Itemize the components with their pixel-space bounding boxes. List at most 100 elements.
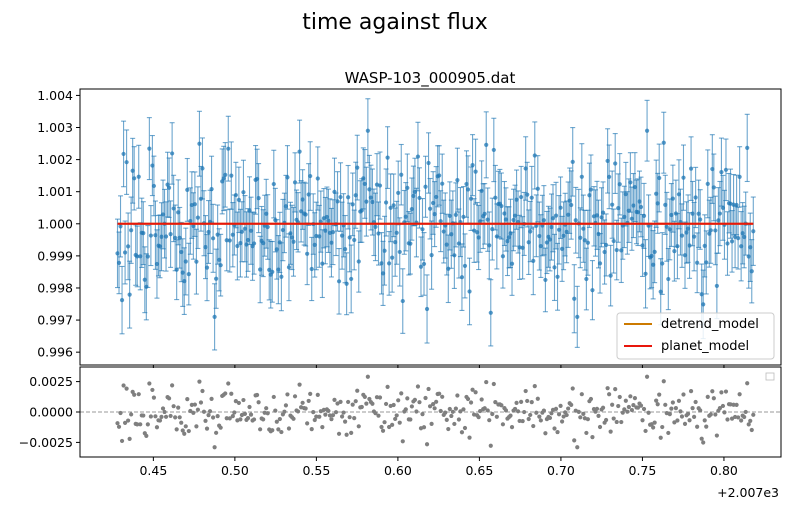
data-point [484, 142, 489, 147]
data-point [491, 147, 496, 153]
data-point [661, 140, 666, 145]
residual-point [456, 417, 462, 422]
residual-point [258, 427, 263, 432]
data-point [704, 260, 709, 265]
residual-point [229, 391, 234, 396]
data-point [708, 228, 713, 233]
residual-point [438, 408, 443, 414]
residual-point [204, 426, 210, 431]
residual-point [491, 381, 496, 387]
data-point [613, 161, 618, 166]
residual-point [374, 395, 380, 400]
data-point [723, 167, 729, 172]
residual-point [434, 399, 439, 404]
data-point [291, 239, 296, 244]
residual-point [247, 404, 252, 410]
data-point [701, 302, 706, 307]
residual-point [207, 409, 213, 414]
residual-point [194, 424, 199, 429]
residual-point [162, 409, 167, 415]
residual-point [191, 410, 196, 415]
residual-point [197, 379, 202, 384]
data-point [390, 255, 395, 260]
residual-y-tick-label: 0.0025 [29, 374, 73, 389]
residual-point [619, 419, 624, 425]
residual-point [605, 386, 610, 391]
data-point [519, 194, 524, 200]
main-y-tick-label: 0.998 [37, 280, 73, 295]
data-point [499, 203, 504, 209]
residual-point [446, 426, 451, 432]
data-point [336, 279, 342, 284]
residual-point [658, 435, 663, 440]
residual-point [256, 400, 261, 405]
residual-point [519, 399, 524, 404]
residual-point [692, 414, 697, 419]
residual-point [458, 409, 463, 414]
residual-point [597, 424, 603, 430]
data-point [579, 174, 584, 179]
residual-point [353, 399, 358, 404]
residual-point [339, 414, 345, 419]
residual-point [666, 430, 671, 436]
residual-point [531, 423, 536, 429]
residual-point [549, 411, 554, 416]
residual-point [581, 411, 586, 416]
residual-point [251, 417, 257, 422]
residual-point [487, 418, 492, 423]
residual-point [180, 428, 185, 433]
residual-point [376, 413, 381, 418]
residual-point [343, 419, 348, 424]
residual-point [688, 389, 694, 394]
residual-point [734, 402, 739, 407]
residual-point [675, 418, 680, 423]
residual-point [170, 383, 175, 388]
residual-point [449, 413, 454, 419]
x-tick-label: 0.75 [629, 463, 657, 478]
data-point [121, 151, 126, 157]
residual-point [555, 429, 560, 435]
data-point [660, 261, 665, 266]
data-point [226, 146, 231, 151]
residual-point [135, 422, 140, 427]
data-point [356, 259, 361, 264]
residual-point [189, 402, 194, 408]
residual-point [347, 415, 352, 420]
data-point [614, 247, 619, 253]
residual-point [305, 421, 310, 426]
data-point [349, 276, 354, 282]
residual-point [312, 417, 317, 423]
residual-point [564, 412, 569, 418]
data-point [239, 229, 245, 234]
data-point [376, 231, 381, 236]
data-point [664, 224, 669, 229]
residual-point [711, 396, 716, 401]
data-point [711, 185, 716, 190]
data-point [315, 176, 320, 181]
residual-point [177, 415, 182, 420]
data-point [297, 149, 302, 154]
residual-point [206, 413, 211, 418]
residual-point [690, 406, 695, 411]
data-point [628, 180, 633, 185]
data-point [200, 166, 205, 171]
data-point [194, 259, 199, 264]
data-point [127, 292, 132, 297]
data-point [418, 264, 424, 269]
residual-point [437, 391, 442, 396]
data-point [309, 266, 314, 272]
residual-point [382, 420, 387, 425]
residual-point [115, 421, 120, 426]
residual-point [333, 410, 339, 415]
residual-point [326, 408, 331, 413]
residual-point [330, 413, 336, 418]
residual-point [467, 435, 472, 440]
data-point [151, 183, 157, 189]
data-point [347, 235, 352, 240]
residual-point [600, 405, 606, 410]
data-point [420, 227, 425, 232]
data-point [729, 239, 735, 244]
residual-point [352, 416, 357, 421]
residual-point [576, 409, 581, 414]
data-point [227, 238, 232, 243]
